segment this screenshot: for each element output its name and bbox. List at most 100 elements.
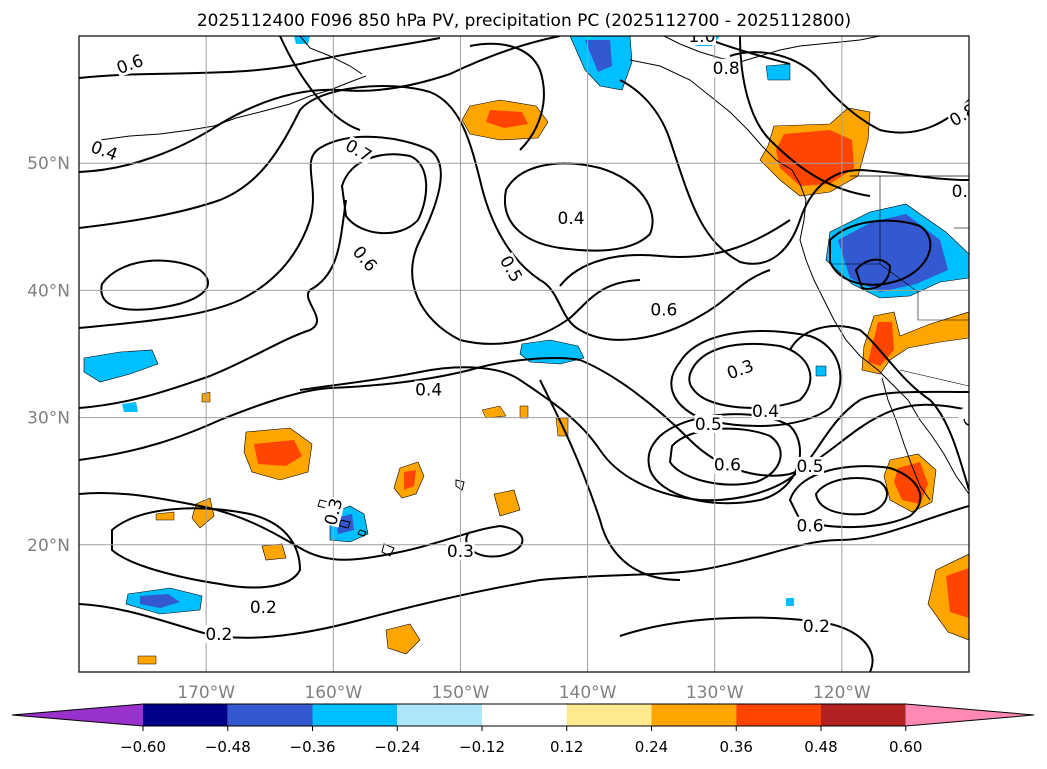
- colorbar-bin-3: [312, 704, 398, 726]
- precip-pos-pacific-nw-core: [776, 130, 854, 186]
- colorbar-tick-label-7: 0.36: [720, 738, 753, 756]
- lat-tick-label-0: 20°N: [27, 536, 70, 556]
- contour-label-bg-0: [113, 50, 147, 78]
- contour-0.2-south: [79, 505, 969, 639]
- contour-label-bg-20: [796, 456, 825, 475]
- contour-0.5-ne-b: [739, 36, 871, 197]
- contour-label-bg-24: [712, 58, 741, 77]
- coastline-baja-california: [881, 377, 931, 501]
- contour-0.5-mid: [559, 219, 791, 287]
- colorbar: −0.60 −0.48 −0.36 −0.24 −0.12 0.12 0.24 0.36 0.4…: [11, 703, 1035, 756]
- precip-pos-south-hawaii: [261, 543, 287, 561]
- precip-pos-mexico-coast-core: [946, 568, 969, 618]
- contour-0.4-central: [299, 366, 969, 502]
- contour-label-17: 0.4: [752, 402, 779, 422]
- contour-label-11: 0.4: [415, 381, 442, 401]
- border-us-states-south: [879, 263, 969, 321]
- map-frame: [78, 35, 970, 673]
- contour-0.8-northeast: [729, 51, 969, 134]
- colorbar-arrow-left: [12, 704, 143, 726]
- colorbar-tick-label-5: 0.12: [550, 738, 583, 756]
- contour-0.5-northeast: [619, 79, 969, 265]
- contour-0.6-north: [79, 37, 441, 79]
- contour-label-21: 0.6: [797, 517, 824, 537]
- colorbar-tick-label-8: 0.48: [804, 738, 837, 756]
- contour-0.4-north-arc: [469, 42, 545, 151]
- precip-neg-west-2: [122, 402, 138, 412]
- contour-label-bg-11: [414, 380, 443, 399]
- gridlines: [79, 36, 969, 672]
- contour-0.4-ring-b: [670, 330, 842, 428]
- lat-tick-label-2: 40°N: [27, 281, 70, 301]
- contour-0.3-ring: [688, 342, 812, 409]
- contour-label-bg-21: [796, 516, 825, 535]
- contour-label-bg-19: [713, 455, 742, 474]
- contour-label-27: 3: [958, 411, 981, 430]
- map-title: 2025112400 F096 850 hPa PV, precipitatio…: [197, 11, 851, 31]
- contour-label-26: 0.5: [952, 182, 979, 202]
- contour-label-bg-25: [946, 100, 969, 130]
- contour-0.6-ring: [647, 413, 801, 505]
- colorbar-bin-6: [566, 704, 652, 726]
- colorbar-tick-label-4: −0.12: [459, 738, 505, 756]
- colorbar-tick-label-9: 0.60: [889, 738, 922, 756]
- lon-tick-label-3: 140°W: [559, 683, 617, 703]
- lon-tick-label-4: 130°W: [686, 683, 744, 703]
- contour-0.6-mid: [79, 199, 347, 409]
- coastline-island: [455, 479, 465, 491]
- contour-label-bg-14: [557, 208, 586, 227]
- precip-fields: [83, 36, 969, 665]
- contour-label-bg-10: [349, 242, 381, 276]
- contour-label-7: 0.2: [250, 598, 277, 618]
- precip-pos-far-south: [385, 623, 421, 655]
- lat-tick-label-1: 30°N: [27, 409, 70, 429]
- contour-label-14: 0.4: [558, 209, 585, 229]
- precip-pos-southwest-us-core: [868, 322, 894, 366]
- precip-pos-small-1: [481, 405, 507, 419]
- contour-label-bg-8: [204, 624, 233, 643]
- contour-0.3-central: [79, 357, 969, 477]
- precip-neg-small-north: [765, 63, 791, 81]
- contour-label-bg-15: [649, 300, 678, 319]
- contour-label-bg-18: [694, 414, 723, 433]
- contour-0.5-west: [79, 85, 771, 341]
- contour-label-8: 0.2: [205, 625, 232, 645]
- colorbar-bin-5: [482, 704, 567, 726]
- contour-label-bg-4: [79, 305, 83, 332]
- precip-neg-far-southwest-core: [140, 594, 180, 608]
- contour-0.2-far-south: [619, 616, 874, 672]
- colorbar-bin-9: [821, 704, 906, 726]
- colorbar-bin-1: [143, 704, 228, 726]
- precip-neg-small-south: [786, 598, 794, 606]
- precip-pos-subtropical-core: [254, 440, 302, 466]
- precip-pos-hawaii-north-core: [404, 470, 416, 490]
- lon-tick-label-5: 120°W: [813, 683, 871, 703]
- precip-pos-small-2: [519, 405, 529, 419]
- precip-pos-small-6: [155, 511, 175, 521]
- colorbar-tick-label-0: −0.60: [120, 738, 166, 756]
- longitude-labels: 170°W 160°W 150°W 140°W 130°W 120°W: [177, 683, 871, 703]
- contour-label-23: 1.0: [688, 27, 715, 47]
- contour-label-bg-7: [249, 598, 278, 617]
- colorbar-arrow-right: [905, 704, 1034, 726]
- contour-label-15: 0.6: [650, 300, 677, 320]
- precip-pos-north-pacific-core: [486, 110, 528, 128]
- contour-0.4-north: [79, 36, 561, 173]
- precip-pos-small-5: [137, 655, 157, 665]
- contour-label-18: 0.5: [695, 415, 722, 435]
- contour-0.6-west: [79, 135, 641, 345]
- coastline-alaska-peninsula: [299, 36, 363, 75]
- contour-east-inner: [854, 258, 892, 290]
- precip-neg-small-coast: [815, 365, 827, 377]
- contour-label-bg-1: [88, 137, 121, 164]
- contour-label-2: 0.5: [34, 214, 61, 234]
- contour-label-20: 0.5: [797, 457, 824, 477]
- map-content: 0.60.40.50.70.60.30.30.20.20.70.60.40.30…: [34, 27, 981, 672]
- colorbar-tick-label-1: −0.48: [205, 738, 251, 756]
- colorbar-bin-2: [227, 704, 313, 726]
- contour-label-bg-26: [951, 182, 969, 201]
- colorbar-tick-label-3: −0.24: [374, 738, 420, 756]
- colorbar-tick-label-6: 0.24: [635, 738, 668, 756]
